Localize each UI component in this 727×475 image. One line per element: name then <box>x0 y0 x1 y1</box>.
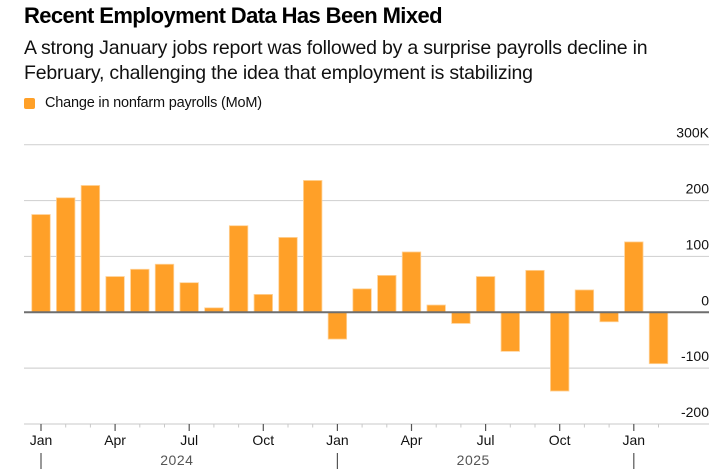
bars <box>31 180 669 392</box>
y-tick-label: -200 <box>681 404 709 420</box>
bar <box>550 311 570 392</box>
y-tick-label: 300K <box>676 125 709 141</box>
bar <box>80 185 101 313</box>
x-tick-label: Oct <box>549 432 571 448</box>
chart-subtitle: A strong January jobs report was followe… <box>24 37 648 84</box>
bar <box>31 214 51 313</box>
bar <box>56 197 76 313</box>
y-tick-label: 100 <box>686 236 710 252</box>
x-tick-label: Jan <box>623 432 646 448</box>
bar <box>303 180 323 313</box>
year-label: 2024 <box>160 452 193 468</box>
x-tick-label: Jul <box>477 432 495 448</box>
bar <box>377 275 397 313</box>
bar <box>525 269 545 313</box>
bar <box>228 225 249 313</box>
legend-label: Change in nonfarm payrolls (MoM) <box>45 95 262 111</box>
y-axis: 300K 200 100 0 -100 -200 <box>676 125 709 420</box>
bar <box>599 311 619 323</box>
bar <box>154 263 175 313</box>
bar <box>278 237 298 313</box>
gridlines <box>24 144 709 425</box>
bar <box>130 268 150 313</box>
bar <box>426 304 446 313</box>
y-tick-label: 200 <box>686 181 710 197</box>
x-tick-label: Jan <box>30 432 53 448</box>
y-tick-label: 0 <box>701 292 709 308</box>
x-axis: Jan Apr Jul Oct Jan Apr Jul Oct Jan 2024 2025 <box>30 424 659 469</box>
x-tick-label: Apr <box>401 432 423 448</box>
x-tick-label: Apr <box>104 432 126 448</box>
bar <box>451 311 471 324</box>
legend: Change in nonfarm payrolls (MoM) <box>24 94 262 112</box>
bar <box>253 294 273 313</box>
bar <box>500 311 520 352</box>
bar <box>624 241 644 313</box>
x-tick-label: Oct <box>252 432 274 448</box>
bar <box>574 289 595 313</box>
bar <box>648 311 669 365</box>
bar <box>401 251 422 313</box>
bar <box>105 276 125 313</box>
legend-swatch <box>24 97 35 109</box>
bar <box>352 288 372 313</box>
bar <box>179 282 199 313</box>
x-tick-label: Jan <box>326 432 349 448</box>
bar <box>327 311 348 340</box>
x-tick-label: Jul <box>180 432 198 448</box>
year-label: 2025 <box>457 452 490 468</box>
chart-title: Recent Employment Data Has Been Mixed <box>24 3 443 28</box>
y-tick-label: -100 <box>681 348 709 364</box>
bar <box>475 276 496 313</box>
